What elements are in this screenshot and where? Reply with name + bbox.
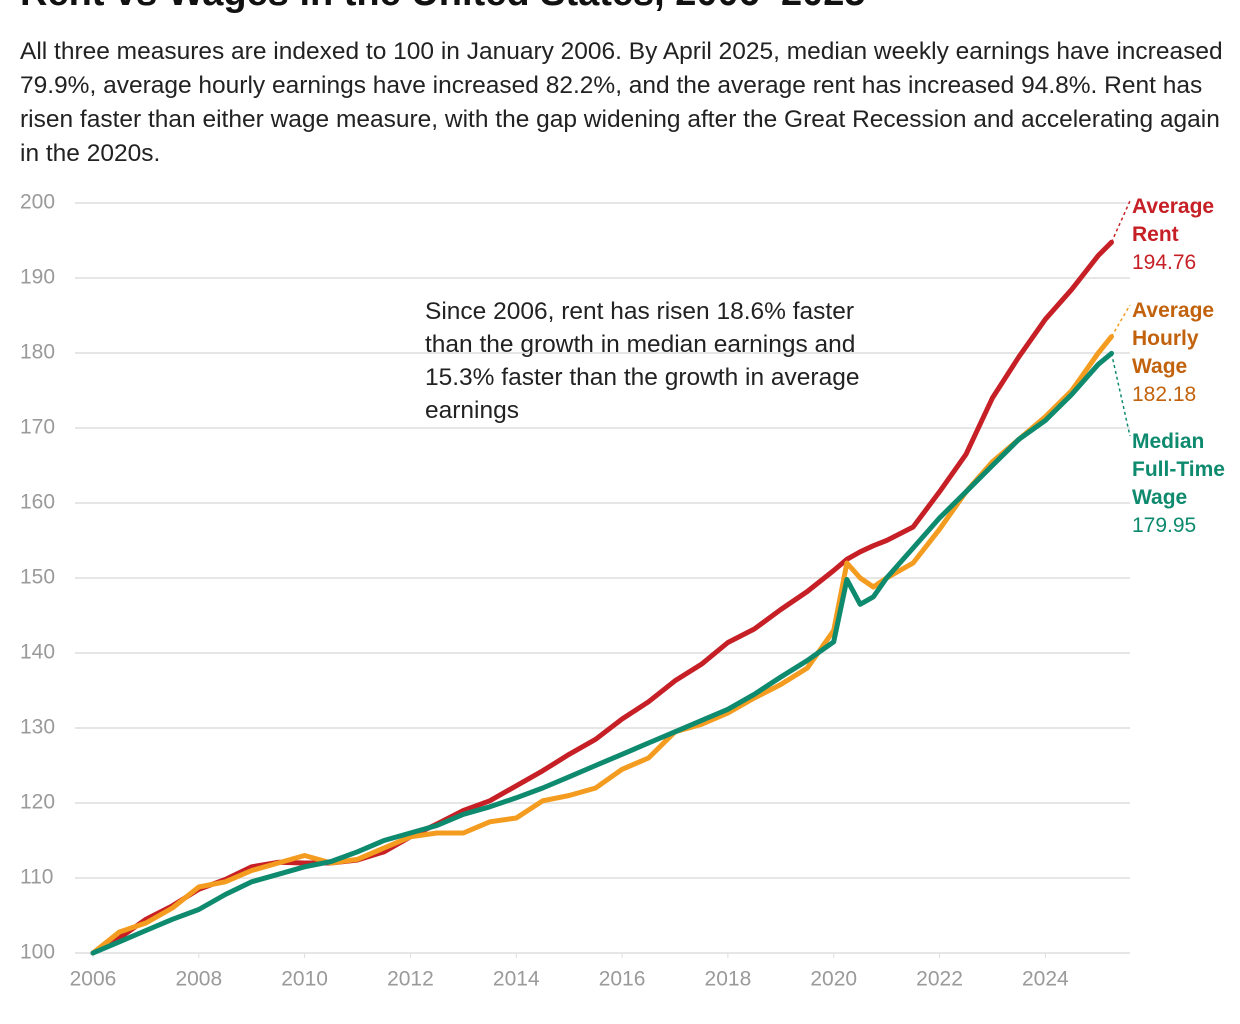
x-tick-label: 2010 [281, 968, 328, 991]
y-tick-label: 140 [20, 641, 55, 664]
series-label: Median Full-Time Wage 179.95 [1132, 428, 1237, 540]
y-tick-label: 150 [20, 566, 55, 589]
series-label: Average Hourly Wage 182.18 [1132, 297, 1237, 409]
chart-subtitle: All three measures are indexed to 100 in… [20, 38, 1223, 167]
end-value-label: 194.76 [1132, 251, 1197, 274]
series-label: Average Rent 194.76 [1132, 193, 1237, 277]
leader-line [1110, 304, 1131, 338]
y-tick-label: 180 [20, 341, 55, 364]
y-tick-label: 100 [20, 941, 55, 964]
y-tick-label: 160 [20, 491, 55, 514]
x-tick-label: 2024 [1022, 968, 1069, 991]
y-tick-label: 110 [20, 866, 53, 889]
series-line [90, 334, 1114, 956]
y-tick-label: 190 [20, 266, 55, 289]
y-tick-label: 200 [20, 191, 55, 214]
x-tick-label: 2022 [916, 968, 963, 991]
x-tick-label: 2020 [810, 968, 857, 991]
x-tick-label: 2006 [70, 968, 117, 991]
end-value-label: 179.95 [1132, 514, 1197, 537]
y-tick-label: 130 [20, 716, 55, 739]
y-tick-label: 170 [20, 416, 55, 439]
x-tick-label: 2008 [175, 968, 222, 991]
chart-title: Rent vs Wages in the United States, 2006… [20, 0, 865, 15]
series-line [90, 350, 1114, 956]
x-tick-label: 2018 [705, 968, 752, 991]
legend-entry: Average Hourly Wage [1132, 299, 1215, 378]
legend-entry: Median Full-Time Wage [1132, 430, 1225, 509]
x-tick-label: 2016 [599, 968, 646, 991]
y-tick-label: 120 [20, 791, 55, 814]
x-tick-label: 2014 [493, 968, 540, 991]
legend-entry: Average Rent [1132, 195, 1215, 246]
leader-line [1110, 353, 1131, 437]
x-tick-label: 2012 [387, 968, 434, 991]
end-value-label: 182.18 [1132, 383, 1197, 406]
leader-line [1110, 200, 1131, 243]
annotation: Since 2006, rent has risen 18.6% faster … [425, 298, 860, 424]
